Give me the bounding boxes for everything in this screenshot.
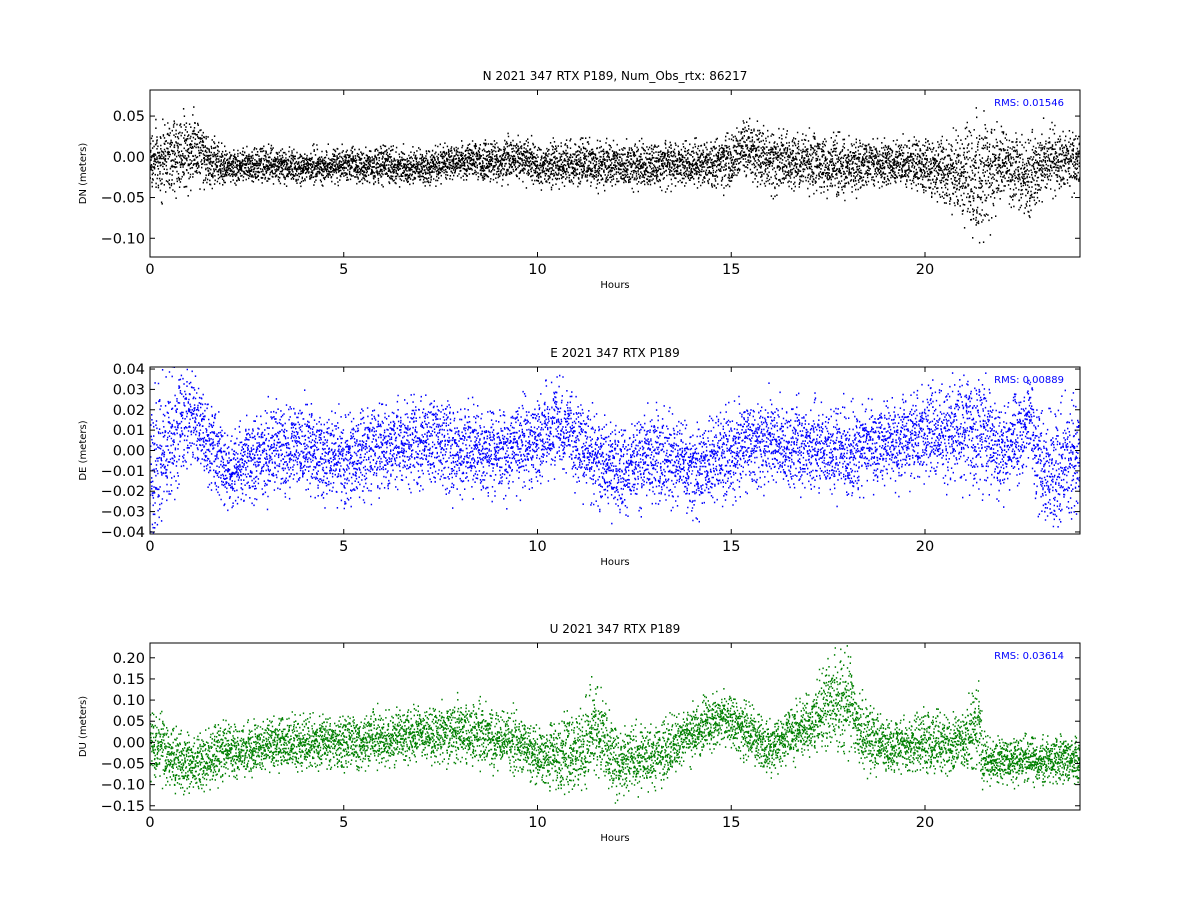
- y-tick-label: −0.10: [101, 231, 145, 247]
- y-tick-label: −0.15: [101, 799, 145, 815]
- data-point: [846, 164, 849, 166]
- y-axis-label: DU (meters): [78, 696, 89, 757]
- data-point: [575, 439, 578, 442]
- y-tick-label: 0.03: [113, 382, 145, 398]
- y-axis-label: DN (meters): [78, 143, 89, 205]
- series-east: [150, 367, 1080, 534]
- data-point: [459, 728, 461, 731]
- x-axis-label: Hours: [600, 557, 629, 568]
- y-tick-label: 0.00: [113, 444, 145, 460]
- x-tick-label: 15: [722, 262, 740, 278]
- data-point: [1028, 176, 1031, 178]
- data-point: [749, 733, 752, 735]
- data-point: [769, 439, 771, 442]
- y-tick-label: 0.00: [113, 735, 145, 751]
- data-point: [536, 754, 539, 756]
- chart-title: E 2021 347 RTX P189: [550, 346, 679, 360]
- data-point: [978, 720, 981, 723]
- x-tick-label: 0: [145, 539, 154, 555]
- chart-title: N 2021 347 RTX P189, Num_Obs_rtx: 86217: [483, 69, 748, 83]
- data-point: [265, 449, 268, 452]
- y-tick-label: 0.05: [113, 109, 145, 125]
- data-point: [226, 164, 229, 166]
- data-point: [594, 728, 597, 731]
- data-point: [168, 754, 171, 756]
- x-tick-label: 10: [528, 815, 546, 831]
- x-tick-label: 0: [145, 262, 154, 278]
- data-point: [978, 180, 981, 183]
- y-tick-label: −0.05: [101, 191, 145, 207]
- y-tick-label: 0.20: [113, 651, 145, 667]
- y-tick-label: 0.10: [113, 693, 145, 709]
- data-point: [304, 445, 306, 448]
- y-tick-label: 0.05: [113, 714, 145, 730]
- data-point: [652, 164, 655, 166]
- y-tick-label: 0.01: [113, 423, 145, 439]
- data-point: [691, 733, 694, 735]
- data-point: [730, 449, 733, 452]
- y-tick-label: 0.02: [113, 403, 145, 419]
- data-point: [265, 164, 268, 166]
- data-point: [556, 419, 558, 421]
- y-tick-label: 0.15: [113, 672, 145, 688]
- x-axis-label: Hours: [600, 280, 629, 291]
- rms-annotation: RMS: 0.00889: [994, 375, 1064, 386]
- data-point: [207, 160, 209, 162]
- y-tick-label: −0.04: [101, 525, 145, 541]
- data-point: [742, 147, 744, 150]
- x-tick-label: 10: [528, 539, 546, 555]
- chart-title: U 2021 347 RTX P189: [550, 622, 681, 636]
- x-tick-label: 20: [916, 815, 934, 831]
- x-tick-label: 15: [722, 815, 740, 831]
- data-point: [962, 429, 965, 431]
- plot-frame: [149, 89, 1081, 258]
- y-tick-label: −0.10: [101, 778, 145, 794]
- data-point: [885, 745, 888, 748]
- y-tick-label: −0.03: [101, 505, 145, 521]
- y-tick-label: 0.00: [113, 150, 145, 166]
- rms-annotation: RMS: 0.03614: [994, 651, 1064, 662]
- data-point: [846, 449, 849, 452]
- data-point: [168, 156, 171, 158]
- data-point: [420, 165, 423, 168]
- x-axis-label: Hours: [600, 833, 629, 844]
- y-tick-label: 0.04: [113, 362, 145, 378]
- data-point: [575, 750, 578, 752]
- y-axis-label: DE (meters): [78, 420, 89, 480]
- data-point: [962, 172, 965, 174]
- x-tick-label: 20: [916, 539, 934, 555]
- x-tick-label: 0: [145, 815, 154, 831]
- panel-north: 0 5 10 15 20 0.05 0.00 −0.05 −0.10 N 2021 347 RTX…: [78, 69, 1081, 291]
- x-tick-label: 5: [339, 539, 348, 555]
- data-point: [691, 470, 694, 472]
- y-tick-label: −0.02: [101, 484, 145, 500]
- panel-up: 0 5 10 15 20 0.20 0.15 0.10 0.05 0.00 −0.05 −0.10 −0…: [78, 622, 1081, 844]
- series-scatter: [150, 367, 1080, 534]
- data-point: [517, 156, 519, 158]
- x-tick-label: 5: [339, 262, 348, 278]
- rms-annotation: RMS: 0.01546: [994, 98, 1064, 109]
- y-tick-label: −0.01: [101, 464, 145, 480]
- data-point: [199, 429, 202, 431]
- data-point: [1040, 470, 1043, 472]
- panel-east: 0 5 10 15 20 0.04 0.03 0.02 0.01 0.00 −0.01 −0.02 −0…: [78, 346, 1081, 568]
- x-tick-label: 20: [916, 262, 934, 278]
- y-tick-label: −0.05: [101, 756, 145, 772]
- x-tick-label: 10: [528, 262, 546, 278]
- x-tick-label: 5: [339, 815, 348, 831]
- plot-frame: [149, 642, 1081, 811]
- data-point: [187, 762, 190, 765]
- x-tick-label: 15: [722, 539, 740, 555]
